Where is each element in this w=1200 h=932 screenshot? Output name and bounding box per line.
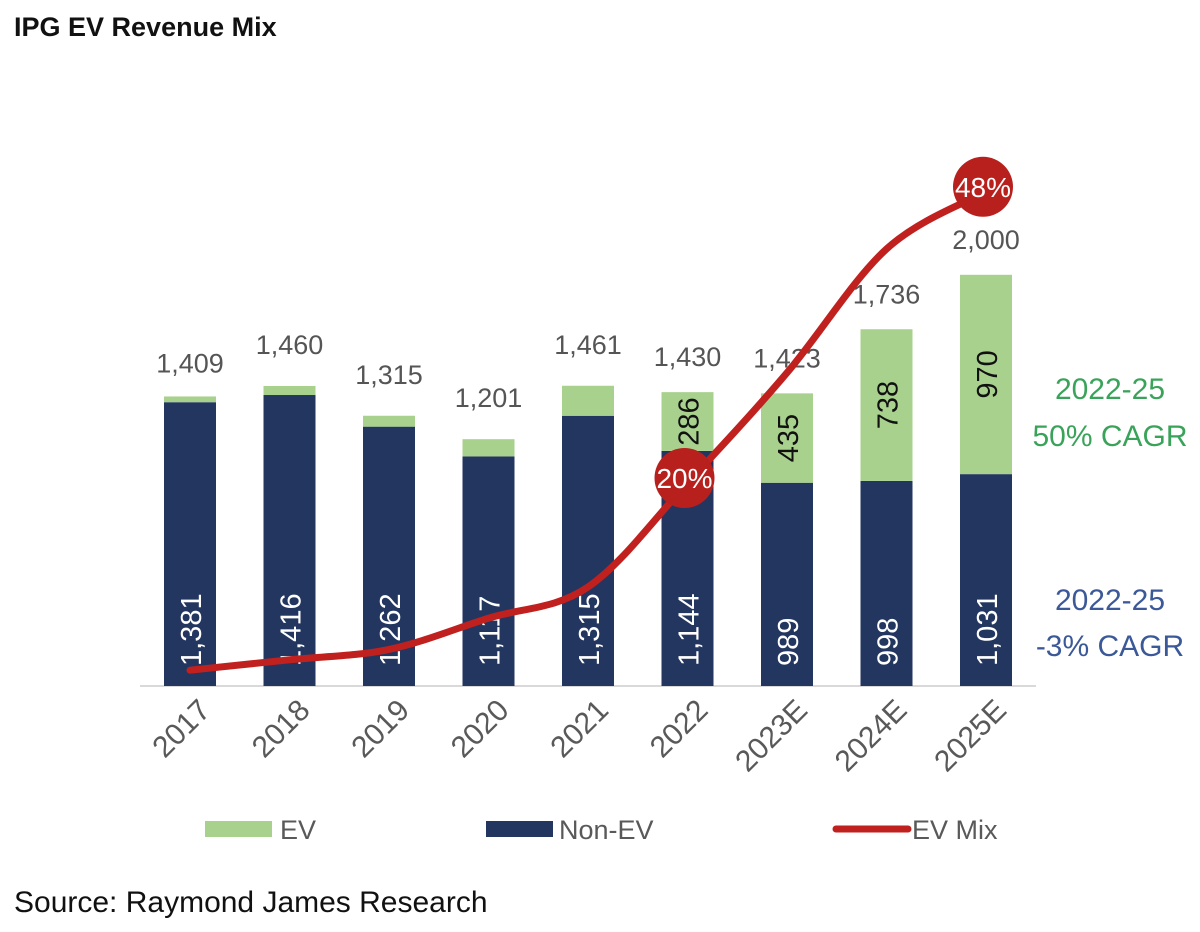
bar-ev <box>363 415 415 427</box>
bar-ev <box>562 385 614 416</box>
chart-title: IPG EV Revenue Mix <box>14 12 277 42</box>
legend-swatch-ev <box>205 821 272 837</box>
non-ev-value-label: 1,381 <box>176 593 208 666</box>
x-tick-label: 2017 <box>146 694 217 765</box>
total-value-label: 1,409 <box>156 348 224 378</box>
x-tick-label: 2023E <box>729 694 814 779</box>
non-ev-value-label: 1,144 <box>674 593 706 666</box>
bar-non-ev <box>960 474 1012 686</box>
bar-non-ev <box>562 415 614 686</box>
cagr-annotation: 2022-25 <box>1055 584 1165 617</box>
bar-non-ev <box>462 456 515 686</box>
bar-non-ev <box>860 480 913 686</box>
bar-non-ev <box>263 395 316 686</box>
ev-mix-label: 20% <box>656 463 712 494</box>
total-value-label: 1,201 <box>455 383 523 413</box>
non-ev-value-label: 1,262 <box>375 593 407 666</box>
bar-ev <box>761 393 813 483</box>
ev-mix-label: 48% <box>955 172 1011 203</box>
bar-non-ev <box>761 482 813 686</box>
ev-value-label: 738 <box>873 381 905 429</box>
non-ev-value-label: 989 <box>773 618 805 666</box>
bar-ev <box>263 385 316 396</box>
non-ev-value-label: 1,031 <box>972 593 1004 666</box>
bar-ev <box>164 396 216 403</box>
bar-ev <box>860 329 913 481</box>
x-tick-label: 2019 <box>345 694 416 765</box>
x-tick-label: 2020 <box>445 694 516 765</box>
x-tick-label: 2021 <box>544 694 615 765</box>
total-value-label: 1,461 <box>554 330 622 360</box>
legend-label-non-ev: Non-EV <box>559 815 654 845</box>
non-ev-value-label: 1,315 <box>574 593 606 666</box>
x-tick-label: 2022 <box>644 694 715 765</box>
non-ev-value-label: 1,416 <box>276 593 308 666</box>
ev-value-label: 435 <box>773 414 805 462</box>
source-note: Source: Raymond James Research <box>14 886 488 919</box>
total-value-label: 1,460 <box>256 330 324 360</box>
total-value-label: 1,736 <box>853 279 921 309</box>
ev-value-label: 286 <box>674 397 706 445</box>
legend-label-ev: EV <box>280 815 316 845</box>
cagr-annotation: -3% CAGR <box>1036 630 1184 663</box>
bar-non-ev <box>164 402 216 686</box>
x-tick-label: 2024E <box>829 694 914 779</box>
ev-mix-line <box>186 188 990 674</box>
ev-value-label: 970 <box>972 350 1004 398</box>
cagr-annotation: 50% CAGR <box>1032 420 1187 453</box>
bar-ev <box>661 392 714 451</box>
non-ev-value-label: 1,117 <box>475 596 507 666</box>
x-tick-label: 2018 <box>246 694 317 765</box>
cagr-annotation: 2022-25 <box>1055 373 1165 406</box>
bar-ev <box>462 439 515 457</box>
ev-mix-marker <box>654 448 715 508</box>
total-value-label: 2,000 <box>952 225 1020 255</box>
total-value-label: 1,430 <box>654 342 722 372</box>
non-ev-value-label: 998 <box>873 618 905 666</box>
legend-swatch-non-ev <box>486 821 553 837</box>
bar-ev <box>960 274 1012 475</box>
total-value-label: 1,315 <box>355 360 423 390</box>
legend-label-ev-mix: EV Mix <box>912 815 998 845</box>
ev-mix-marker <box>953 156 1013 217</box>
x-tick-label: 2025E <box>928 694 1013 779</box>
